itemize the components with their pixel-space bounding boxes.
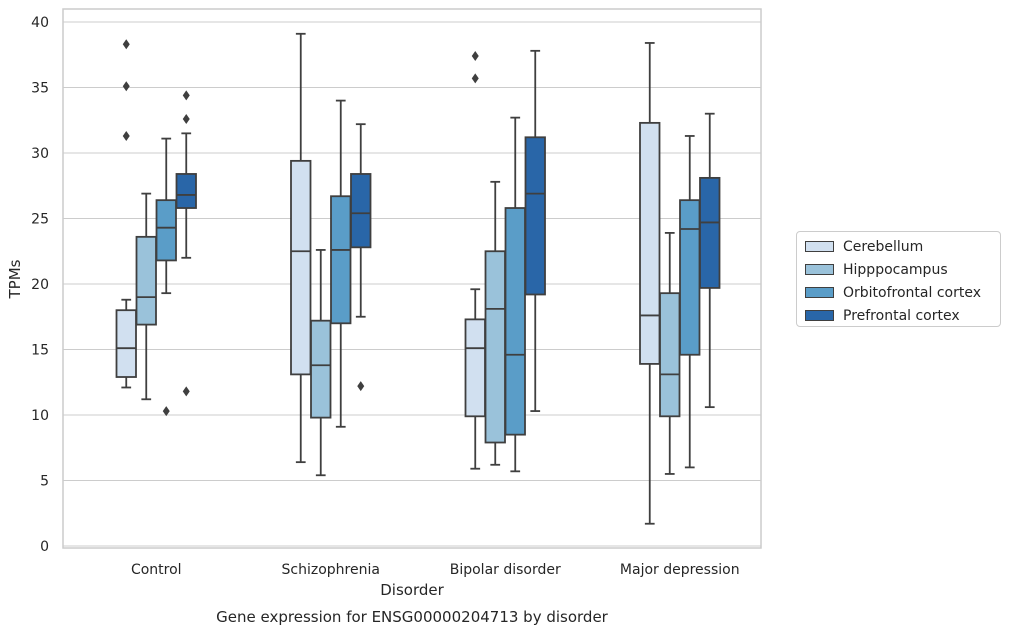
boxplot <box>330 99 352 428</box>
box-iqr <box>679 199 701 356</box>
outlier-point <box>162 406 170 417</box>
y-tick-label: 35 <box>31 81 49 97</box>
boxplot <box>659 232 681 475</box>
legend-label: Cerebellum <box>843 238 924 255</box>
box-iqr <box>504 207 526 436</box>
boxplot <box>699 112 721 409</box>
y-tick-label: 10 <box>31 408 49 424</box>
plot-frame <box>62 8 762 549</box>
legend-swatch <box>805 310 834 321</box>
outlier-point <box>122 81 130 92</box>
box-iqr <box>639 121 661 365</box>
legend-swatch <box>805 241 834 252</box>
boxplot <box>350 123 372 392</box>
box-iqr <box>115 309 137 378</box>
y-tick-label: 40 <box>31 15 49 31</box>
box-iqr <box>330 195 352 325</box>
boxplot <box>484 180 506 466</box>
boxplot <box>464 51 486 470</box>
legend-item: Prefrontal cortex <box>805 304 1000 327</box>
boxplot <box>175 90 197 397</box>
legend-label: Hipppocampus <box>843 261 948 278</box>
box-iqr <box>699 176 721 289</box>
y-tick-label: 30 <box>31 146 49 162</box>
y-tick-labels: 0 5 10 15 20 25 30 35 40 <box>31 15 49 555</box>
boxplot <box>155 137 177 417</box>
box-iqr <box>135 235 157 326</box>
boxplot <box>290 32 312 464</box>
box-iqr <box>310 319 332 419</box>
outlier-point <box>182 113 190 124</box>
legend-swatch <box>805 264 834 275</box>
x-tick-label: Bipolar disorder <box>450 562 561 578</box>
x-tick-labels: Control Schizophrenia Bipolar disorder Majo… <box>131 562 740 578</box>
boxplot <box>115 39 137 389</box>
boxplots <box>115 32 721 525</box>
legend-label: Orbitofrontal cortex <box>843 284 981 301</box>
box-iqr <box>484 250 506 444</box>
legend-item: Hipppocampus <box>805 258 1000 281</box>
legend-item: Cerebellum <box>805 235 1000 258</box>
boxplot <box>639 42 661 525</box>
outlier-point <box>182 90 190 101</box>
grid-lines <box>63 21 761 547</box>
boxplot <box>135 192 157 401</box>
box-iqr <box>659 292 681 418</box>
x-tick-label: Control <box>131 562 182 578</box>
x-axis-label: Disorder <box>380 581 444 599</box>
box-iqr <box>290 159 312 376</box>
boxplot <box>679 135 701 469</box>
boxplot <box>524 49 546 412</box>
chart-title: Gene expression for ENSG00000204713 by d… <box>216 608 609 626</box>
legend-label: Prefrontal cortex <box>843 307 960 324</box>
box-iqr <box>155 199 177 262</box>
boxplot <box>504 116 526 473</box>
outlier-point <box>122 39 130 50</box>
box-iqr <box>464 318 486 418</box>
y-tick-label: 15 <box>31 343 49 359</box>
y-axis-label: TPMs <box>6 259 24 299</box>
y-tick-label: 0 <box>40 539 49 555</box>
y-tick-label: 25 <box>31 212 49 228</box>
outlier-point <box>182 386 190 397</box>
box-iqr <box>350 173 372 249</box>
outlier-point <box>471 51 479 62</box>
y-tick-label: 20 <box>31 277 49 293</box>
box-iqr <box>524 136 546 296</box>
x-tick-label: Schizophrenia <box>282 562 380 578</box>
outlier-point <box>357 381 365 392</box>
x-tick-label: Major depression <box>620 562 740 578</box>
outlier-point <box>471 73 479 84</box>
boxplot <box>310 249 332 477</box>
chart-legend: Cerebellum Hipppocampus Orbitofrontal co… <box>796 231 1001 327</box>
legend-item: Orbitofrontal cortex <box>805 281 1000 304</box>
box-iqr <box>175 173 197 209</box>
outlier-point <box>122 130 130 141</box>
y-tick-label: 5 <box>40 474 49 490</box>
legend-swatch <box>805 287 834 298</box>
